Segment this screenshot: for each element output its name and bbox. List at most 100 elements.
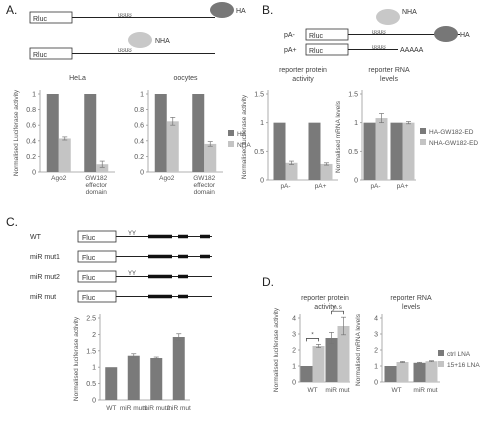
construct-box-label: Rluc bbox=[309, 33, 324, 40]
category-label: GW182 bbox=[85, 175, 107, 182]
category-label: miR mut bbox=[325, 387, 349, 394]
y-axis-label: Normalised luciferase activity bbox=[241, 94, 248, 179]
chart-title: activity bbox=[292, 76, 314, 83]
y-tick-label: 2.5 bbox=[86, 316, 96, 323]
y-tick-label: 0.5 bbox=[86, 381, 96, 388]
chart-b1: reporter protein activity Normalised lucif… bbox=[241, 67, 338, 190]
construct-name: miR mut2 bbox=[30, 274, 60, 281]
category-label: miR mut bbox=[413, 387, 437, 394]
category-label: domain bbox=[86, 189, 108, 196]
bar bbox=[425, 361, 438, 382]
chart-title: reporter protein bbox=[279, 67, 327, 74]
y-tick-label: 0 bbox=[140, 170, 144, 177]
bar bbox=[325, 338, 338, 382]
y-tick-label: 1 bbox=[140, 92, 144, 99]
significance-bracket bbox=[331, 310, 344, 315]
panel-c-label: C. bbox=[6, 215, 18, 229]
bar bbox=[402, 122, 415, 180]
category-label: WT bbox=[307, 387, 317, 394]
nha-protein-icon bbox=[376, 9, 400, 25]
charts-layer: HeLa Normalised Luciferase activity 0 0.2 0.… bbox=[13, 67, 480, 412]
legend-label: ctrl LNA bbox=[447, 351, 471, 358]
construct-box-label: Rluc bbox=[33, 52, 48, 59]
y-tick-label: 2 bbox=[374, 348, 378, 355]
y-tick-label: 0 bbox=[32, 170, 36, 177]
chart-d1: reporter protein activity Normalised lucif… bbox=[273, 295, 350, 394]
chart-a1: HeLa Normalised Luciferase activity 0 0.2 0.… bbox=[13, 75, 115, 196]
y-tick-label: 1 bbox=[260, 120, 264, 127]
bar bbox=[300, 366, 313, 382]
y-tick-label: 0 bbox=[92, 398, 96, 405]
category-label: GW182 bbox=[193, 175, 215, 182]
stem-loop-icon: ʊʊʊʊ bbox=[372, 30, 386, 36]
y-tick-label: 1.5 bbox=[254, 92, 264, 99]
y-tick-label: 3 bbox=[374, 332, 378, 339]
bar bbox=[127, 355, 140, 400]
bar bbox=[105, 367, 118, 400]
chart-title: HeLa bbox=[69, 75, 86, 82]
construct-box-label: Rluc bbox=[309, 48, 324, 55]
stem-loop-icon: ʊʊʊʊ bbox=[372, 45, 386, 51]
category-label: pA+ bbox=[315, 183, 327, 190]
y-axis-label: Normalised mRNA levels bbox=[355, 313, 362, 386]
panel-b-construct-2: pA+ Rluc ʊʊʊʊ AAAAA HA bbox=[284, 26, 470, 56]
y-tick-label: 2 bbox=[292, 348, 296, 355]
y-tick-label: 0.5 bbox=[254, 149, 264, 156]
stem-loop-icon: ʊʊʊʊ bbox=[118, 48, 132, 54]
y-tick-label: 2 bbox=[92, 332, 96, 339]
legend-label: NHA bbox=[237, 142, 251, 149]
panel-c-construct-mut2: miR mut2 Fluc ΥΥ bbox=[30, 270, 212, 283]
bar bbox=[46, 94, 59, 172]
construct-name: pA+ bbox=[284, 47, 297, 54]
chart-title: levels bbox=[380, 76, 398, 83]
ha-protein-icon bbox=[210, 2, 234, 18]
protein-label: HA bbox=[236, 8, 246, 15]
bar bbox=[363, 122, 376, 180]
construct-box-label: Rluc bbox=[33, 16, 48, 23]
y-tick-label: 1 bbox=[292, 364, 296, 371]
y-tick-label: 0 bbox=[354, 178, 358, 185]
y-tick-label: 0.6 bbox=[134, 123, 144, 130]
category-label: Ago2 bbox=[159, 175, 175, 182]
y-tick-label: 1.5 bbox=[86, 348, 96, 355]
chart-title: activity bbox=[314, 304, 336, 311]
protein-label: NHA bbox=[155, 38, 170, 45]
protein-label: NHA bbox=[402, 9, 417, 16]
legend-swatch bbox=[420, 128, 426, 134]
bar bbox=[337, 326, 350, 382]
bar bbox=[384, 366, 397, 382]
panel-c-construct-mut1: miR mut1 Fluc bbox=[30, 250, 212, 263]
category-label: effector bbox=[85, 182, 107, 189]
significance-label: * bbox=[311, 331, 314, 338]
category-label: WT bbox=[391, 387, 401, 394]
y-tick-label: 0.4 bbox=[26, 138, 36, 145]
construct-name: pA- bbox=[284, 32, 296, 39]
legend-swatch bbox=[420, 139, 426, 145]
nha-protein-icon bbox=[128, 32, 152, 48]
y-tick-label: 0.8 bbox=[26, 107, 36, 114]
bar bbox=[150, 358, 163, 400]
legend-label: NHA-GW182-ED bbox=[429, 140, 478, 147]
panel-b-construct-1: pA- Rluc ʊʊʊʊ NHA bbox=[284, 9, 460, 41]
panel-c-construct-mut: miR mut Fluc bbox=[30, 290, 212, 303]
category-label: pA- bbox=[280, 183, 290, 190]
legend-label: HA-GW182-ED bbox=[429, 129, 474, 136]
construct-box-label: Fluc bbox=[82, 275, 96, 282]
chart-title: reporter RNA bbox=[390, 295, 432, 302]
construct-box-label: Fluc bbox=[82, 235, 96, 242]
construct-name: WT bbox=[30, 234, 42, 241]
legend-swatch bbox=[438, 361, 444, 367]
bar bbox=[96, 164, 109, 172]
category-label: WT bbox=[106, 405, 116, 412]
bar bbox=[285, 162, 298, 180]
category-label: Ago2 bbox=[51, 175, 67, 182]
ha-protein-icon bbox=[434, 26, 458, 42]
y-tick-label: 0.2 bbox=[134, 154, 144, 161]
y-tick-label: 3 bbox=[292, 332, 296, 339]
chart-d2: reporter RNA levels Normalised mRNA levels… bbox=[355, 295, 480, 394]
legend-swatch bbox=[228, 130, 234, 136]
chart-title: oocytes bbox=[173, 75, 198, 82]
y-tick-label: 4 bbox=[292, 316, 296, 323]
y-tick-label: 0.6 bbox=[26, 123, 36, 130]
y-axis-label: Normalised luciferase activity bbox=[73, 316, 80, 401]
